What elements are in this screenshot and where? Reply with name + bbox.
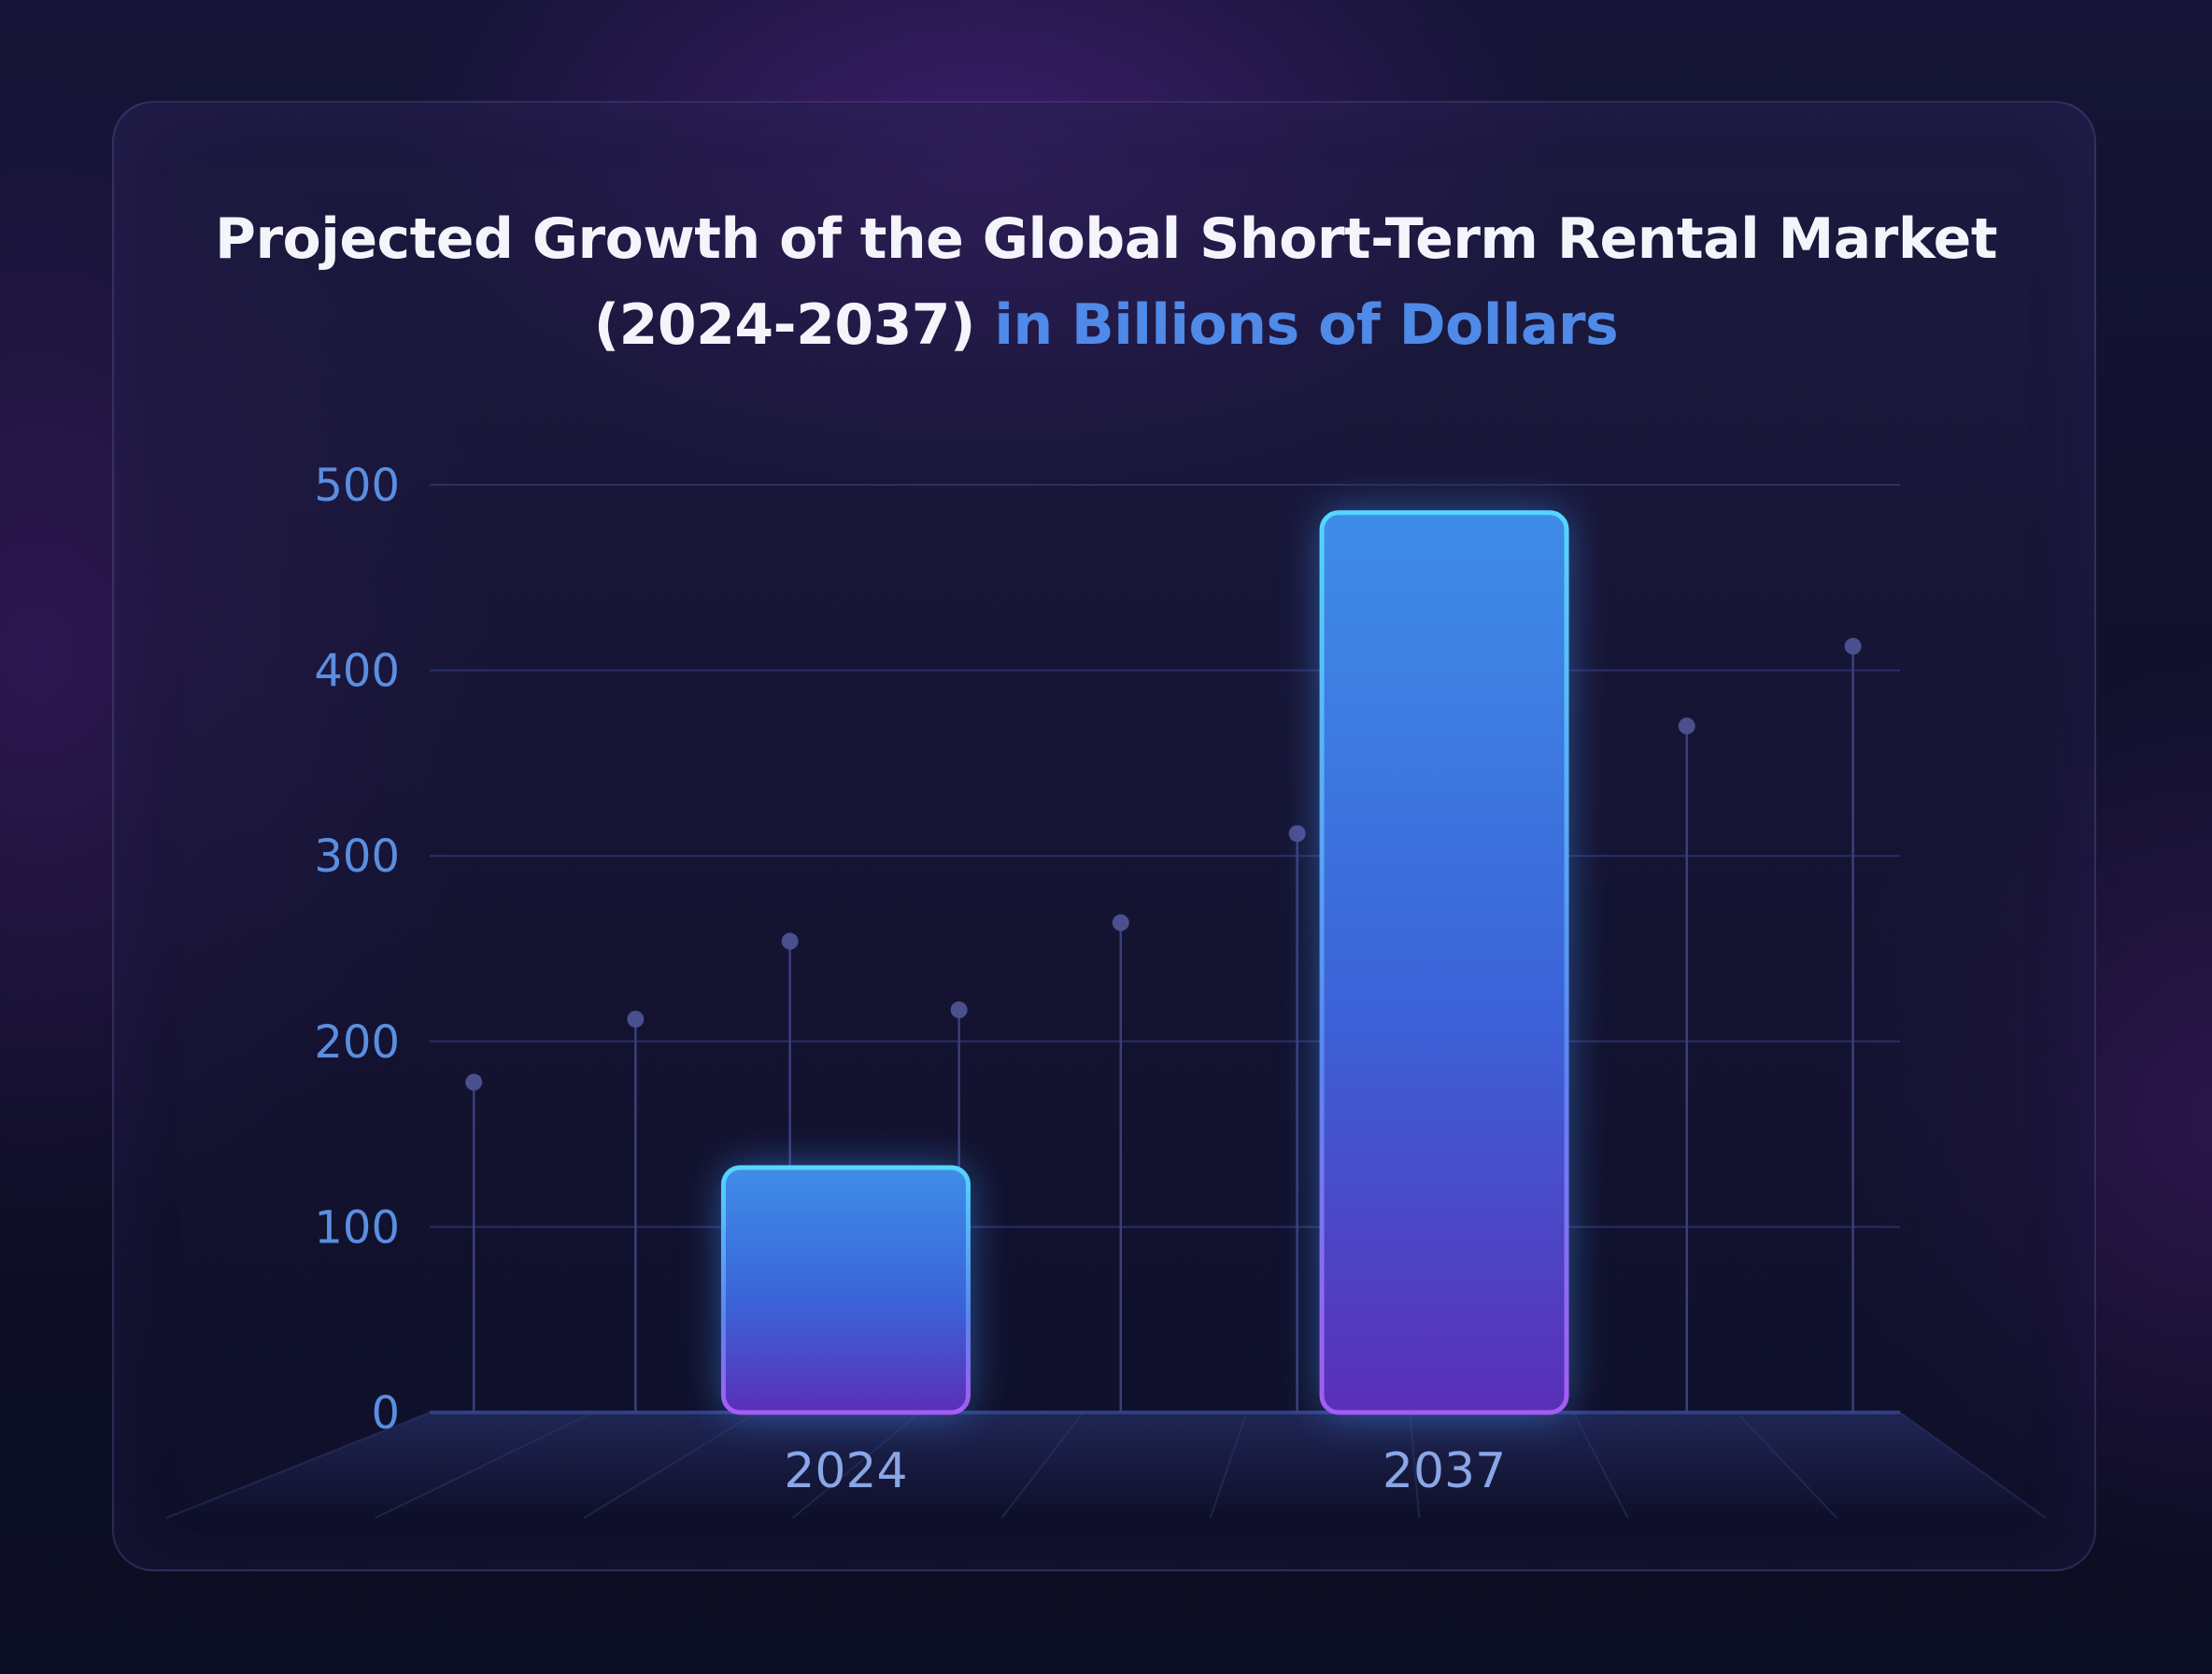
y-tick-label: 0 — [371, 1387, 400, 1440]
y-axis-ticks: 0 100 200 300 400 500 — [314, 460, 400, 1440]
chart-card — [112, 101, 2096, 1571]
pin-head — [1288, 825, 1306, 843]
pin-head — [1112, 914, 1129, 931]
floor-line — [583, 1412, 758, 1519]
pin-head — [1678, 717, 1695, 735]
bar-2024 — [720, 1165, 971, 1415]
pin-head — [627, 1010, 645, 1028]
floor-line — [1209, 1412, 1248, 1519]
x-axis-ticks: 2024 2037 — [784, 1443, 1506, 1499]
y-tick-label: 500 — [314, 460, 400, 512]
floor-line — [165, 1412, 431, 1519]
chart-title: Projected Growth of the Global Short-Ter… — [149, 196, 2063, 368]
y-tick-label: 200 — [314, 1016, 400, 1069]
pin-head — [781, 932, 799, 950]
pin-head — [1844, 637, 1862, 655]
bars — [720, 510, 1569, 1415]
floor-plane — [166, 1412, 2046, 1518]
gridlines — [430, 484, 1900, 1414]
chart-title-line2: (2024-2037) in Billions of Dollars — [149, 282, 2063, 368]
pin-head — [465, 1073, 483, 1091]
chart-title-unit: in Billions of Dollars — [994, 292, 1619, 358]
floor-line — [1899, 1412, 2047, 1519]
x-tick-label: 2024 — [784, 1443, 907, 1499]
y-tick-label: 300 — [314, 830, 400, 883]
floor-line — [1000, 1412, 1085, 1519]
floor-line — [375, 1412, 594, 1519]
bar-2037 — [1319, 510, 1569, 1415]
decorative-pins — [465, 637, 1862, 1412]
floor-line — [1736, 1412, 1838, 1519]
perspective-floor — [165, 1412, 2047, 1519]
y-tick-label: 400 — [314, 645, 400, 698]
pin-head — [950, 1001, 968, 1019]
x-tick-label: 2037 — [1382, 1443, 1506, 1499]
floor-line — [1409, 1412, 1421, 1519]
floor-line — [792, 1412, 921, 1519]
chart-title-years: (2024-2037) — [593, 292, 976, 358]
y-tick-label: 100 — [314, 1201, 400, 1254]
chart-title-line1: Projected Growth of the Global Short-Ter… — [214, 206, 1998, 272]
floor-line — [1572, 1412, 1629, 1519]
